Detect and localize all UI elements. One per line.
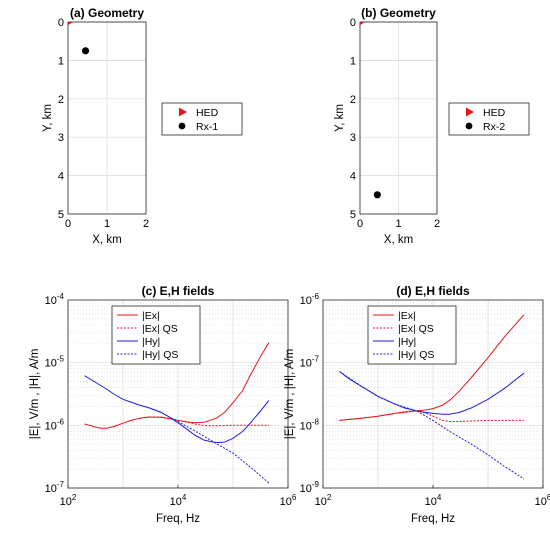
panel-d-fields: 102 104 106 10-9 10-8 10-7 10-6 (d) E,H fields F…: [284, 284, 550, 525]
panel-a-geometry: 0 1 2 0 1 2 3 4 5 (a) Geometry X, km Y, km HED Rx-1: [42, 6, 243, 246]
tick-label-y: 10-6: [300, 292, 320, 307]
legend-swatch-0: [466, 107, 474, 117]
tick-label-x: 104: [170, 493, 187, 508]
chart-title: (b) Geometry: [361, 6, 436, 20]
tick-label-x: 106: [280, 493, 297, 508]
legend-box: [448, 102, 530, 136]
chart-title: (c) E,H fields: [142, 284, 215, 298]
tick-label-x: 2: [143, 218, 149, 230]
legend-label-3: |Hy| QS: [142, 349, 178, 361]
marker-source-0: [360, 22, 365, 26]
legend-label-1: |Ex| QS: [142, 323, 178, 335]
tick-label-x: 1: [104, 218, 110, 230]
series-line-3: [339, 371, 525, 480]
tick-label-x: 1: [395, 218, 401, 230]
legend-label-3: |Hy| QS: [398, 349, 434, 361]
tick-label-y: 2: [58, 94, 64, 106]
axes-box: [359, 21, 438, 215]
legend-label-1: Rx-2: [483, 121, 505, 133]
tick-label-y: 10-9: [300, 480, 320, 495]
tick-label-x: 102: [315, 493, 332, 508]
chart-title: (a) Geometry: [70, 6, 144, 20]
legend-box: [161, 102, 243, 136]
y-axis-label: |E|, V/m , |H|, A/m: [284, 349, 296, 440]
tick-label-x: 104: [425, 493, 442, 508]
y-axis-label: Y, km: [334, 104, 346, 132]
tick-label-y: 5: [58, 209, 64, 221]
tick-label-y: 10-8: [300, 417, 320, 432]
tick-label-x: 2: [434, 218, 440, 230]
panel-c-fields: 102 104 106 10-7 10-6 10-5 10-4 (c) E,H fields F…: [29, 284, 297, 525]
tick-label-y: 4: [350, 171, 356, 183]
series-line-2: [84, 375, 270, 444]
tick-label-y: 1: [58, 55, 64, 67]
tick-label-y: 0: [58, 17, 64, 29]
legend-box: [367, 305, 457, 365]
legend: |Ex||Ex| QS|Hy||Hy| QS: [111, 305, 201, 365]
marker-receiver-0: [373, 191, 381, 199]
tick-label-y: 3: [58, 132, 64, 144]
legend-swatch-0: [179, 107, 187, 117]
tick-label-y: 0: [350, 17, 356, 29]
grid: [322, 300, 543, 489]
y-axis-label: Y, km: [42, 104, 54, 132]
axes-box: [67, 21, 147, 215]
legend-swatch-1: [465, 122, 473, 130]
tick-label-y: 3: [350, 132, 356, 144]
marker-source-0: [68, 22, 73, 26]
tick-label-y: 1: [350, 55, 356, 67]
legend-label-2: |Hy|: [398, 336, 416, 348]
chart-title: (d) E,H fields: [396, 284, 470, 298]
legend-label-0: HED: [196, 107, 219, 119]
tick-label-x: 0: [357, 218, 363, 230]
tick-label-x: 0: [65, 218, 71, 230]
tick-label-y: 5: [350, 209, 356, 221]
data-layer: [339, 314, 525, 480]
legend-label-0: |Ex|: [398, 310, 416, 322]
marker-receiver-0: [81, 47, 90, 55]
tick-label-y: 4: [58, 171, 64, 183]
legend-label-2: |Hy|: [142, 336, 160, 348]
tick-label-x: 102: [60, 493, 77, 508]
data-layer: [68, 22, 90, 55]
y-axis-label: |E|, V/m , |H|, A/m: [29, 349, 41, 440]
panel-b-geometry: 0 1 2 0 1 2 3 4 5 (b) Geometry X, km Y, km HED Rx-2: [334, 6, 530, 246]
data-layer: [360, 22, 381, 199]
series-line-3: [149, 407, 270, 484]
tick-label-y: 2: [350, 94, 356, 106]
legend-label-0: |Ex|: [142, 310, 160, 322]
x-axis-label: X, km: [384, 234, 413, 246]
legend: |Ex||Ex| QS|Hy||Hy| QS: [367, 305, 457, 365]
legend-swatch-1: [178, 122, 186, 130]
tick-label-y: 10-7: [45, 480, 65, 495]
x-axis-label: X, km: [92, 234, 121, 246]
legend-label-1: Rx-1: [196, 121, 218, 133]
legend-label-0: HED: [483, 107, 506, 119]
tick-label-y: 10-5: [45, 355, 65, 370]
data-layer: [84, 342, 270, 484]
tick-label-y: 10-7: [300, 355, 320, 370]
x-axis-label: Freq, Hz: [411, 513, 455, 525]
x-axis-label: Freq, Hz: [156, 513, 200, 525]
legend-label-1: |Ex| QS: [398, 323, 434, 335]
series-line-0: [339, 314, 525, 421]
tick-label-y: 10-4: [45, 292, 65, 307]
tick-label-x: 106: [535, 493, 550, 508]
legend: HED Rx-1: [161, 102, 243, 136]
tick-label-y: 10-6: [45, 417, 65, 432]
legend-box: [111, 305, 201, 365]
legend: HED Rx-2: [448, 102, 530, 136]
